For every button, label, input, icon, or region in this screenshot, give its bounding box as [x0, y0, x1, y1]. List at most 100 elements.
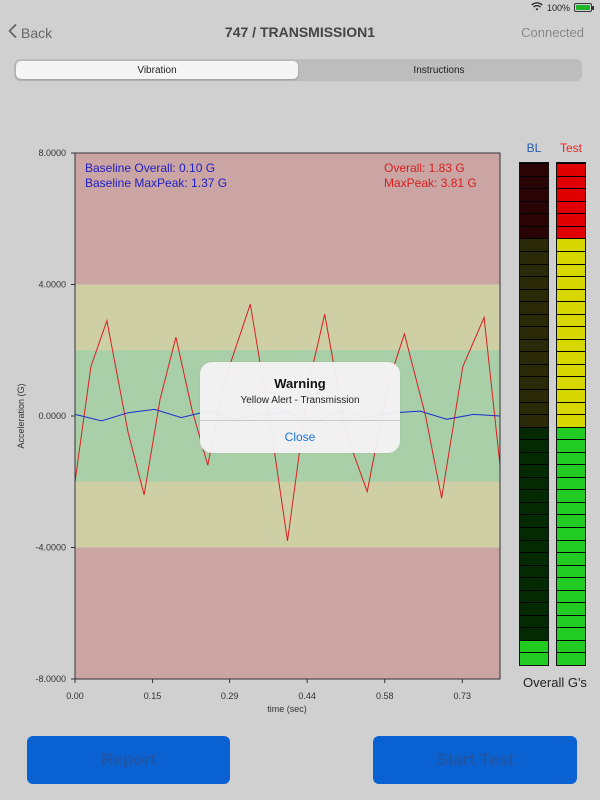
meter-segment: [557, 652, 585, 665]
meter-segment: [557, 614, 585, 628]
meter-segment: [520, 539, 548, 553]
meter-segment: [520, 464, 548, 477]
x-tick-label: 0.44: [298, 691, 316, 701]
meter-segment: [557, 338, 585, 352]
y-tick-label: 4.0000: [38, 280, 66, 290]
connection-status: Connected: [521, 25, 584, 40]
meter-segment: [520, 225, 548, 239]
meter-segment: [520, 263, 548, 277]
tab-instructions[interactable]: Instructions: [413, 64, 465, 76]
y-axis-label: Acceleration (G): [16, 383, 26, 448]
meter-segment: [557, 627, 585, 640]
y-tick-label: 8.0000: [38, 148, 66, 158]
meter-segment: [557, 539, 585, 553]
meter-segment: [520, 250, 548, 264]
tab-vibration[interactable]: Vibration: [16, 61, 298, 79]
meter-segment: [557, 213, 585, 226]
meter-segment: [557, 188, 585, 201]
meter-segment: [520, 363, 548, 377]
meter-bl-label: BL: [526, 141, 542, 155]
battery-icon: [574, 3, 594, 12]
meter-segment: [557, 552, 585, 565]
meter-segment: [520, 288, 548, 302]
meter-segment: [520, 602, 548, 615]
meter-segment: [520, 514, 548, 527]
meter-segment: [520, 414, 548, 427]
x-tick-label: 0.00: [66, 691, 84, 701]
meter-segment: [520, 501, 548, 515]
meter-segment: [520, 175, 548, 189]
series-line-test: [74, 304, 501, 541]
meter-segment: [520, 526, 548, 540]
meter-segment: [520, 489, 548, 502]
meter-segment: [557, 639, 585, 653]
meter-segment: [520, 238, 548, 251]
alert-title: Warning: [274, 376, 326, 391]
stat-overall: Overall: 1.83 G: [384, 161, 465, 175]
x-tick-label: 0.58: [376, 691, 394, 701]
chevron-left-icon: [8, 24, 17, 41]
meter-segment: [520, 351, 548, 364]
meter-segment: [557, 464, 585, 477]
meter-segment: [557, 175, 585, 189]
meter-segment: [520, 614, 548, 628]
meter-segment: [557, 514, 585, 527]
x-tick-label: 0.15: [144, 691, 162, 701]
meter-segment: [557, 451, 585, 465]
stat-baseline-overall: Baseline Overall: 0.10 G: [85, 161, 215, 175]
meter-segment: [557, 589, 585, 603]
meter-segment: [520, 301, 548, 314]
y-tick-label: 0.0000: [38, 411, 66, 421]
meter-segment: [520, 652, 548, 665]
meter-segment: [557, 501, 585, 515]
wifi-icon: [531, 2, 543, 13]
segmented-control: Vibration Instructions: [14, 59, 582, 81]
meter-caption: Overall G's: [523, 675, 587, 690]
meter-segment: [557, 564, 585, 578]
meter-segment: [557, 602, 585, 615]
meter-segment: [557, 250, 585, 264]
stat-maxpeak: MaxPeak: 3.81 G: [384, 176, 477, 190]
meter-segment: [520, 338, 548, 352]
meter-segment: [520, 313, 548, 327]
alert-close-button[interactable]: Close: [284, 430, 316, 444]
meter-segment: [557, 577, 585, 590]
meter-segment: [520, 476, 548, 490]
meter-segment: [557, 288, 585, 302]
meter-segment: [557, 200, 585, 214]
x-tick-label: 0.73: [454, 691, 472, 701]
start-test-button[interactable]: Start Test: [373, 736, 577, 784]
x-tick-label: 0.29: [221, 691, 239, 701]
meter-segment: [557, 476, 585, 490]
meter-segment: [557, 238, 585, 251]
meter-segment: [557, 276, 585, 289]
meter-segment: [520, 639, 548, 653]
meter-segment: [520, 188, 548, 201]
battery-percent: 100%: [546, 2, 570, 13]
y-tick-label: -8.0000: [35, 674, 66, 684]
zone-yellow-1: [75, 284, 500, 351]
meter-segment: [557, 526, 585, 540]
page-title: 747 / TRANSMISSION1: [224, 24, 376, 40]
meter-segment: [557, 401, 585, 415]
meter-segment: [520, 276, 548, 289]
meter-segment: [520, 401, 548, 415]
meter-segment: [520, 388, 548, 402]
meter-segment: [557, 326, 585, 339]
meter-segment: [557, 388, 585, 402]
alert-message: Yellow Alert - Transmission: [240, 395, 360, 406]
report-button[interactable]: Report: [27, 736, 230, 784]
meter-segment: [557, 225, 585, 239]
zone-red-0: [75, 153, 500, 285]
meter-segment: [557, 489, 585, 502]
back-button[interactable]: Back: [8, 24, 52, 41]
meter-segment: [520, 451, 548, 465]
meter-segment: [520, 426, 548, 440]
meter-segment: [557, 301, 585, 314]
meter-segment: [520, 589, 548, 603]
meter-segment: [557, 426, 585, 440]
meter-segment: [557, 376, 585, 389]
baseline-meter: [519, 162, 549, 666]
y-tick-label: -4.0000: [35, 543, 66, 553]
